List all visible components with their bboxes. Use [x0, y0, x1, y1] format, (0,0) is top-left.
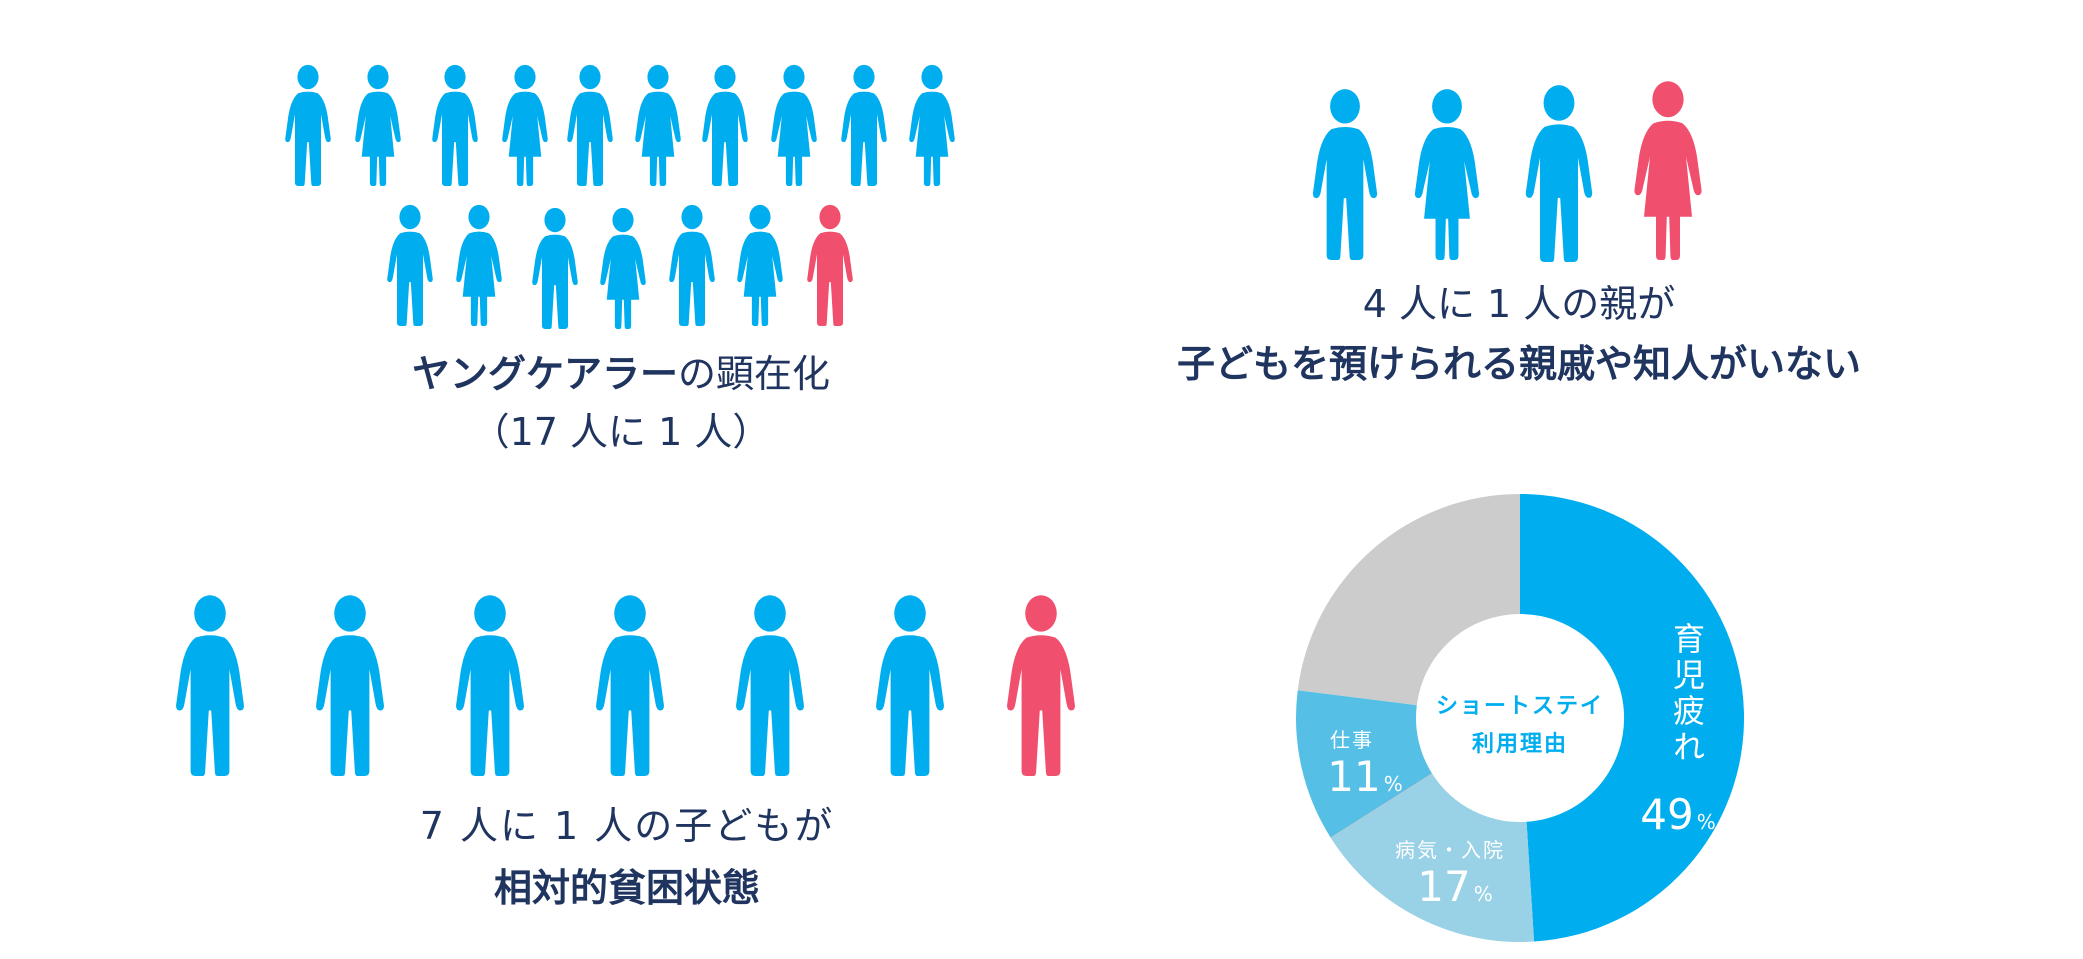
male-person-icon: [839, 64, 889, 186]
male-person-icon: [700, 64, 750, 186]
female-person-icon: [454, 204, 504, 326]
value-number: 11: [1327, 752, 1381, 801]
young-carer-title-bold: ヤングケアラー: [411, 352, 678, 396]
male-person-icon: [592, 594, 668, 776]
value-illness: 17%: [1417, 862, 1492, 911]
value-unit: %: [1473, 882, 1493, 906]
male-person-icon: [872, 594, 948, 776]
female-person-icon: [907, 64, 957, 186]
value-work: 11%: [1327, 752, 1402, 801]
female-person-icon: [633, 64, 683, 186]
label-work: 仕事: [1330, 728, 1374, 752]
male-person-icon: [530, 207, 580, 329]
donut-center-title-line1: ショートステイ: [1435, 694, 1605, 719]
highlighted-male-person-icon: [1003, 594, 1079, 776]
value-number: 49: [1640, 790, 1694, 839]
male-person-icon: [385, 204, 435, 326]
male-person-icon: [430, 64, 480, 186]
donut-slice-illness: [1330, 773, 1535, 943]
label-childcare-fatigue: 育児疲れ: [1668, 622, 1706, 766]
male-person-icon: [172, 594, 248, 776]
young-carer-ratio: （17 人に 1 人）: [471, 410, 771, 454]
female-person-icon: [769, 64, 819, 186]
male-person-icon: [312, 594, 388, 776]
male-person-icon: [565, 64, 615, 186]
female-person-icon: [353, 64, 403, 186]
male-person-icon: [667, 204, 717, 326]
female-person-icon: [1408, 88, 1486, 260]
donut-center-title-line2: 利用理由: [1471, 732, 1569, 757]
male-person-icon: [1306, 88, 1384, 260]
child-poverty-line2: 相対的貧困状態: [493, 866, 761, 910]
value-number: 17: [1417, 862, 1471, 911]
male-person-icon: [1520, 84, 1598, 262]
value-childcare-fatigue: 49%: [1640, 790, 1715, 839]
young-carer-title: ヤングケアラーの顕在化: [412, 352, 830, 398]
value-unit: %: [1383, 772, 1403, 796]
male-person-icon: [283, 64, 333, 186]
female-person-icon: [735, 204, 785, 326]
donut-slice-other: [1297, 494, 1520, 706]
parents-line2: 子どもを預けられる親戚や知人がいない: [1176, 342, 1862, 386]
female-person-icon: [598, 207, 648, 329]
child-poverty-line1: 7 人に 1 人の子どもが: [419, 804, 835, 848]
donut-svg: [1295, 494, 1745, 943]
value-unit: %: [1696, 810, 1716, 834]
donut-slice-childcare-fatigue: [1520, 494, 1745, 942]
male-person-icon: [452, 594, 528, 776]
highlighted-female-person-icon: [1628, 80, 1708, 260]
donut-slice-work: [1295, 690, 1433, 838]
parents-line1: 4 人に 1 人の親が: [1362, 282, 1676, 326]
label-illness: 病気・入院: [1395, 838, 1505, 862]
highlighted-male-person-icon: [805, 204, 855, 326]
male-person-icon: [732, 594, 808, 776]
young-carer-title-regular: の顕在化: [678, 352, 831, 396]
female-person-icon: [500, 64, 550, 186]
